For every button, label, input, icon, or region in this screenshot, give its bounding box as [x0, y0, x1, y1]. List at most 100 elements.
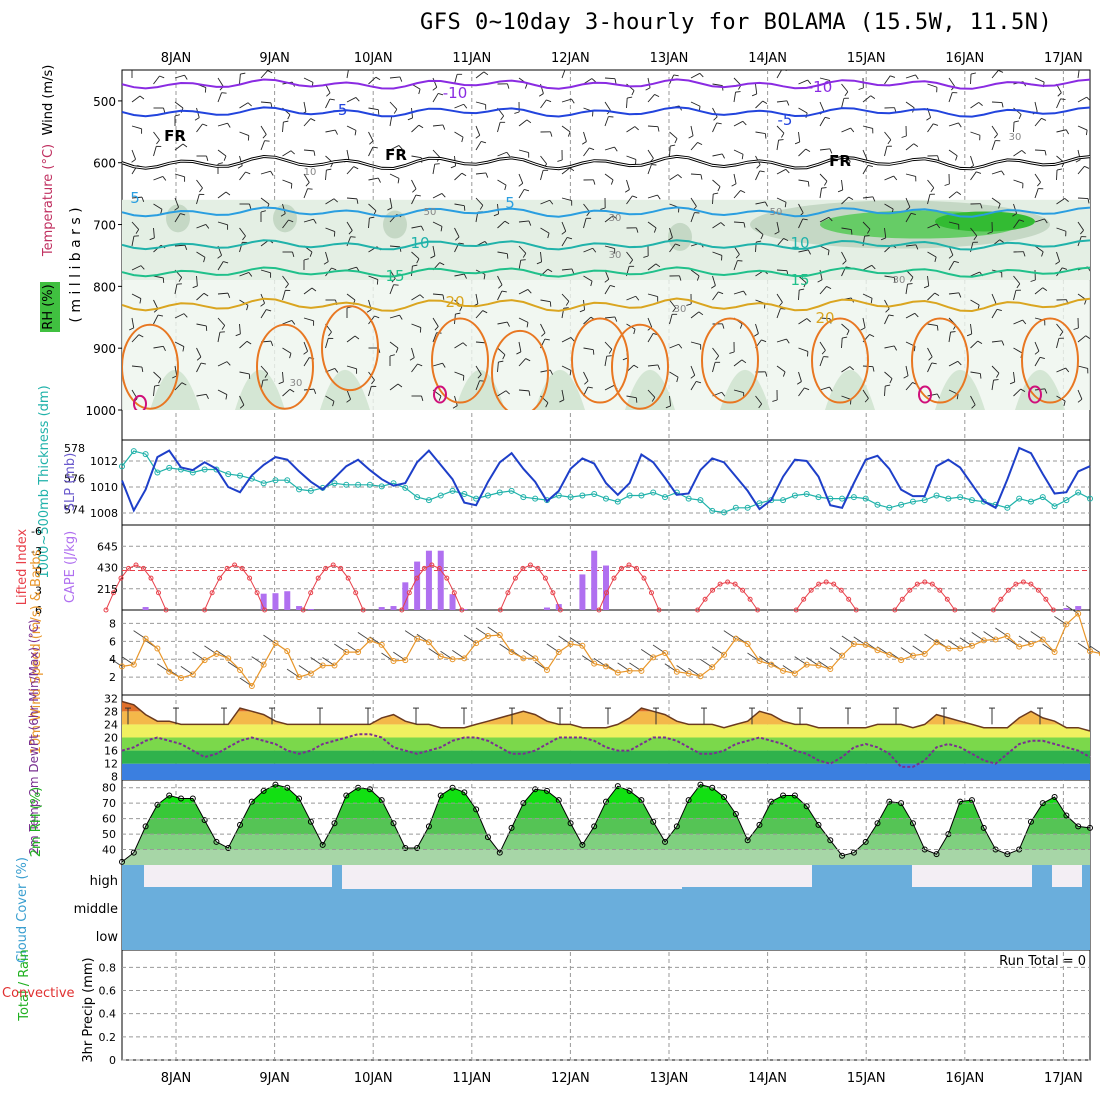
wind-barb-flag [937, 155, 940, 161]
wind-barb [239, 340, 248, 349]
rh-line-point [839, 852, 846, 859]
day-label-bottom: 17JAN [1044, 1071, 1083, 1086]
wind-barb [282, 275, 289, 285]
thickness-line-point [898, 501, 905, 508]
rh-line-point [508, 824, 515, 831]
thickness-line-point [532, 495, 539, 502]
rh-line-point [673, 823, 680, 830]
rh-line-point [968, 797, 975, 804]
wind-barb-flag [398, 145, 403, 150]
wind-barb [884, 275, 895, 279]
wind-barb [497, 179, 507, 186]
wind-barb [217, 221, 228, 226]
wind-barb-flag [270, 340, 274, 346]
wind-barb [1056, 367, 1066, 373]
wind-barb [1013, 388, 1022, 397]
wind-barb-flag [1060, 98, 1066, 101]
wind-barb-flag [1034, 350, 1040, 355]
wind-barb [389, 76, 400, 79]
wind-barb-flag [369, 140, 374, 145]
wind-barb [841, 83, 849, 93]
wind-barb [303, 149, 315, 152]
wind-barb-flag [608, 349, 613, 354]
wind-barb [776, 125, 785, 134]
wind-barb-flag [821, 350, 826, 355]
contour-30-loop [133, 394, 147, 410]
wind10-line-point [1075, 610, 1082, 617]
thickness-line-point [437, 492, 444, 499]
wind-barb-flag [807, 181, 810, 187]
wind-barb-flag [980, 203, 983, 209]
wind-barb [669, 174, 679, 181]
wind-barb-flag [536, 261, 542, 265]
cape-bar [296, 606, 303, 610]
wind-barb-flag [1063, 400, 1066, 406]
wind-barb-flag [506, 151, 511, 157]
rh-band [122, 818, 1090, 835]
wind-barb-flag [890, 75, 896, 78]
wind-barb [927, 194, 931, 205]
precip-tick: 0.2 [99, 1031, 117, 1044]
wind10-line-point [296, 674, 303, 681]
run-total: Run Total = 0 [999, 954, 1086, 969]
wind-barb-flag [1013, 120, 1020, 123]
wind-barb-flag [762, 100, 768, 104]
wind-barb-flag [526, 119, 532, 124]
lifted-point [1005, 587, 1011, 593]
wind-barb [518, 189, 525, 199]
wind-barb-flag [761, 339, 767, 343]
wind-barb-flag [610, 179, 614, 185]
wind10-line-point [1016, 643, 1023, 650]
wind-barb [131, 196, 143, 199]
wind-barb-flag [1084, 165, 1090, 169]
wind-barb-flag [956, 394, 959, 400]
wind-barb-flag [778, 139, 784, 141]
wind-barb-flag [934, 292, 940, 296]
wind-barb-flag [1042, 287, 1048, 291]
rh-tick: 40 [102, 844, 116, 857]
rh-line-point [449, 784, 456, 791]
wind-barb-flag [675, 243, 681, 247]
rh-line-point [591, 823, 598, 830]
wind-barb-flag [289, 388, 295, 393]
wind-barb [690, 173, 702, 176]
wind-barb-flag [715, 355, 720, 361]
rh-line-point [685, 797, 692, 804]
contour-label: -5 [778, 111, 793, 129]
lifted-point [451, 590, 457, 596]
wind-barb-flag [334, 368, 339, 373]
wind-barb-flag [285, 283, 289, 289]
wind-barb-flag [561, 230, 567, 235]
rh-line-point [709, 784, 716, 791]
wind-barb [1077, 166, 1085, 175]
wind-barb-flag [498, 360, 504, 363]
wind-barb [690, 142, 698, 151]
wind-barb-flag [887, 139, 892, 145]
thickness-line [121, 450, 1091, 514]
wind-barb [970, 395, 976, 406]
wind-barb-flag [353, 166, 359, 170]
lifted-point [1013, 581, 1019, 587]
wind-barb [497, 122, 501, 133]
cape-tick: 215 [97, 583, 118, 596]
wind-barb [131, 221, 140, 230]
cape-bar [591, 550, 598, 610]
wind-barb [389, 284, 395, 295]
wind-barb [282, 371, 284, 383]
wind-barb-flag [289, 353, 292, 359]
contour-label: 5 [130, 189, 140, 207]
wind-barb-flag [756, 164, 761, 169]
wind-barb [604, 146, 615, 151]
thickness-line-point [780, 497, 787, 504]
rh-line-point [662, 838, 669, 845]
wind-barb [862, 389, 869, 399]
wind-barb [540, 251, 542, 262]
wind-barb [884, 371, 893, 379]
lifted-point [732, 581, 738, 587]
wind-barb [776, 70, 783, 79]
wind-barb-flag [651, 397, 656, 402]
wind-barb-flag [872, 366, 875, 372]
wind-barb [497, 290, 503, 301]
wind10-line-point [968, 642, 975, 649]
wind-barb-flag [713, 192, 719, 195]
